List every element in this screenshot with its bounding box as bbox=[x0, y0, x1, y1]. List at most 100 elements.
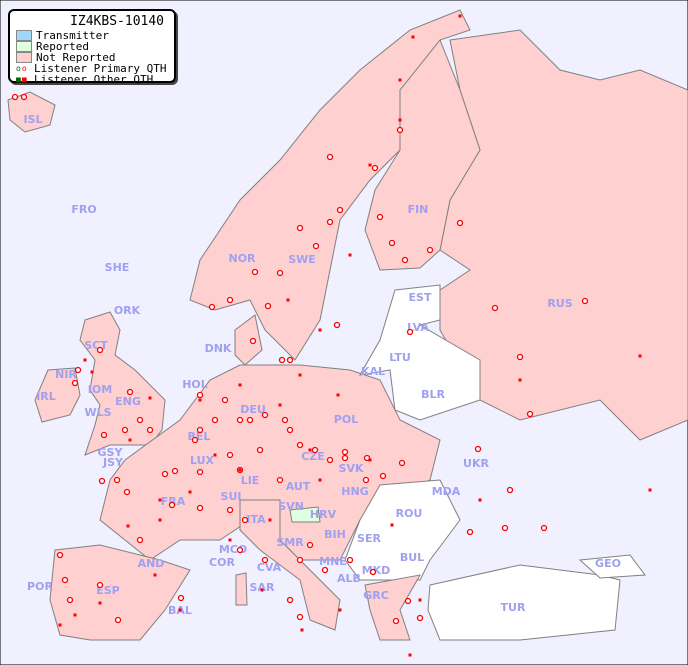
listener-primary-marker bbox=[196, 426, 204, 434]
country-label-pol: POL bbox=[334, 413, 358, 426]
listener-primary-marker bbox=[398, 459, 406, 467]
listener-primary-marker bbox=[581, 297, 589, 305]
listener-other-marker bbox=[286, 298, 290, 302]
country-label-ser: SER bbox=[357, 532, 381, 545]
listener-primary-marker bbox=[261, 411, 269, 419]
listener-other-marker bbox=[158, 498, 162, 502]
country-label-kal: KAL bbox=[361, 365, 385, 378]
listener-primary-marker bbox=[61, 576, 69, 584]
country-label-mda: MDA bbox=[432, 485, 461, 498]
listener-primary-marker bbox=[146, 426, 154, 434]
listener-primary-marker bbox=[416, 614, 424, 622]
listener-primary-marker bbox=[326, 456, 334, 464]
listener-primary-marker bbox=[296, 613, 304, 621]
listener-primary-marker bbox=[136, 416, 144, 424]
country-balkans bbox=[344, 479, 461, 581]
country-label-wls: WLS bbox=[84, 406, 111, 419]
listener-primary-marker bbox=[296, 441, 304, 449]
listener-primary-marker bbox=[321, 566, 329, 574]
country-label-hrv: HRV bbox=[310, 508, 337, 521]
country-baltics bbox=[359, 284, 481, 421]
listener-primary-marker bbox=[226, 506, 234, 514]
listener-other-marker bbox=[318, 478, 322, 482]
listener-other-marker bbox=[336, 393, 340, 397]
listener-primary-marker bbox=[491, 304, 499, 312]
listener-primary-marker bbox=[113, 476, 121, 484]
country-label-lie: LIE bbox=[241, 474, 260, 487]
listener-primary-marker bbox=[123, 488, 131, 496]
country-label-mne: MNE bbox=[319, 555, 347, 568]
country-label-gsy: GSY bbox=[98, 446, 124, 459]
listener-other-marker bbox=[390, 523, 394, 527]
listener-primary-marker bbox=[286, 356, 294, 364]
listener-primary-marker bbox=[312, 242, 320, 250]
listener-primary-marker bbox=[311, 446, 319, 454]
listener-primary-marker bbox=[369, 568, 377, 576]
listener-primary-marker bbox=[363, 454, 371, 462]
listener-other-marker bbox=[98, 601, 102, 605]
country-geo bbox=[578, 554, 646, 579]
country-label-fra: FRA bbox=[161, 495, 186, 508]
country-sar bbox=[235, 572, 248, 606]
listener-other-marker bbox=[348, 253, 352, 257]
country-label-mkd: MKD bbox=[362, 564, 391, 577]
listener-primary-marker bbox=[278, 356, 286, 364]
country-label-grc: GRC bbox=[363, 589, 389, 602]
listener-other-marker bbox=[83, 358, 87, 362]
country-label-ork: ORK bbox=[114, 304, 141, 317]
listener-primary-marker bbox=[286, 596, 294, 604]
listener-primary-marker bbox=[371, 164, 379, 172]
listener-primary-marker bbox=[11, 93, 19, 101]
legend-title: IZ4KBS-10140 bbox=[70, 14, 164, 29]
listener-primary-marker bbox=[396, 126, 404, 134]
listener-other-marker bbox=[228, 538, 232, 542]
country-tur bbox=[427, 564, 621, 641]
country-iberia bbox=[49, 544, 191, 641]
country-label-sar: SAR bbox=[250, 581, 275, 594]
listener-primary-marker bbox=[501, 524, 509, 532]
listener-other-marker bbox=[418, 598, 422, 602]
listener-other-marker bbox=[518, 378, 522, 382]
legend-transmitter: Transmitter bbox=[16, 30, 109, 41]
country-ita bbox=[239, 499, 341, 631]
listener-primary-marker bbox=[226, 296, 234, 304]
listener-other-marker bbox=[188, 490, 192, 494]
listener-primary-marker bbox=[161, 470, 169, 478]
listener-primary-marker bbox=[177, 594, 185, 602]
listener-primary-marker bbox=[388, 239, 396, 247]
country-label-cor: COR bbox=[209, 556, 235, 569]
listener-other-marker bbox=[398, 118, 402, 122]
country-label-hng: HNG bbox=[341, 485, 368, 498]
listener-other-marker bbox=[238, 383, 242, 387]
listener-primary-marker bbox=[126, 388, 134, 396]
country-label-bih: BIH bbox=[324, 528, 346, 541]
country-label-blr: BLR bbox=[421, 388, 445, 401]
legend-label: Reported bbox=[36, 40, 89, 53]
listener-primary-marker bbox=[208, 303, 216, 311]
country-label-sct: SCT bbox=[84, 339, 108, 352]
other-qth-icon: ■■ bbox=[16, 75, 28, 84]
listener-primary-marker bbox=[121, 426, 129, 434]
country-label-sui: SUI bbox=[221, 490, 242, 503]
legend-label: Listener Primary QTH bbox=[34, 62, 167, 75]
listener-primary-marker bbox=[336, 206, 344, 214]
listener-other-marker bbox=[90, 370, 94, 374]
listener-other-marker bbox=[408, 653, 412, 657]
country-label-deu: DEU bbox=[240, 403, 266, 416]
reported-swatch bbox=[16, 41, 32, 52]
listener-other-marker bbox=[158, 518, 162, 522]
country-label-hol: HOL bbox=[182, 378, 208, 391]
listener-primary-marker bbox=[404, 597, 412, 605]
listener-primary-marker bbox=[346, 556, 354, 564]
country-label-iom: IOM bbox=[88, 383, 112, 396]
country-label-rou: ROU bbox=[396, 507, 423, 520]
listener-other-marker bbox=[308, 448, 312, 452]
listener-primary-marker bbox=[341, 454, 349, 462]
country-label-bul: BUL bbox=[400, 551, 424, 564]
country-label-ukr: UKR bbox=[463, 457, 489, 470]
country-label-she: SHE bbox=[105, 261, 130, 274]
listener-primary-marker bbox=[236, 416, 244, 424]
legend: IZ4KBS-10140 Transmitter Reported Not Re… bbox=[8, 9, 176, 85]
listener-other-marker bbox=[73, 613, 77, 617]
country-irl bbox=[34, 367, 81, 423]
